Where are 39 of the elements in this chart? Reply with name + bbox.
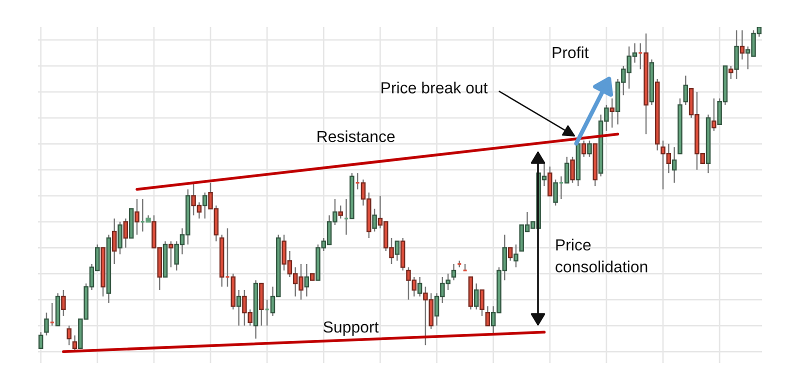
candlestick bbox=[514, 244, 518, 268]
candlestick bbox=[480, 289, 484, 317]
candlestick bbox=[581, 140, 586, 158]
candlestick bbox=[417, 276, 422, 298]
candlestick bbox=[112, 218, 117, 265]
candlestick bbox=[44, 312, 49, 336]
candlestick bbox=[236, 289, 242, 326]
candlestick bbox=[508, 247, 513, 262]
candlestick bbox=[734, 30, 739, 80]
annotation: Profit bbox=[552, 46, 589, 58]
candlestick bbox=[570, 156, 575, 184]
candlestick bbox=[38, 332, 44, 350]
candlestick bbox=[485, 306, 490, 326]
candlestick bbox=[587, 140, 592, 158]
candlestick bbox=[123, 218, 128, 248]
candlestick bbox=[134, 198, 140, 236]
candlestick bbox=[394, 240, 400, 262]
annotation: Price break out bbox=[382, 82, 488, 94]
candlestick bbox=[548, 166, 552, 196]
candlestick bbox=[728, 65, 734, 80]
candlestick bbox=[66, 325, 72, 346]
candlestick bbox=[304, 263, 310, 298]
annotation: Support bbox=[324, 321, 379, 336]
candlestick bbox=[740, 30, 745, 60]
candlestick bbox=[61, 289, 66, 317]
candlestick bbox=[474, 282, 479, 310]
candlestick bbox=[451, 263, 456, 281]
candlestick bbox=[672, 146, 677, 184]
candlestick bbox=[683, 75, 688, 106]
annotation: Price consolidation bbox=[556, 238, 648, 272]
candlestick bbox=[118, 221, 122, 255]
candlestick bbox=[610, 98, 614, 128]
annotation: Resistance bbox=[318, 130, 395, 142]
candlestick bbox=[72, 334, 78, 352]
candlestick bbox=[202, 192, 208, 220]
candlestick bbox=[372, 208, 377, 232]
candlestick bbox=[712, 98, 716, 132]
candlestick bbox=[338, 204, 343, 220]
candlestick bbox=[168, 240, 174, 268]
